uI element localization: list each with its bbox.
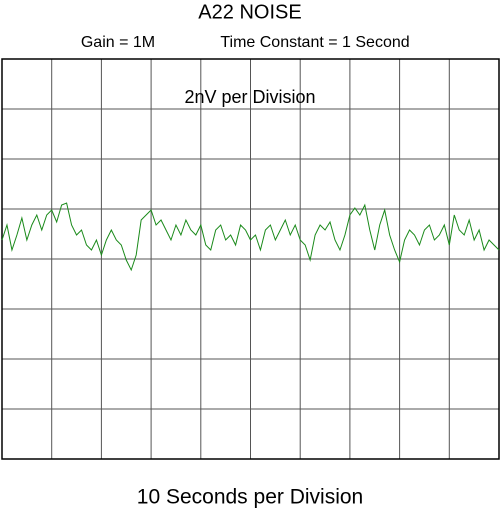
- chart-title: A22 NOISE: [198, 1, 301, 23]
- annotation: Time Constant = 1 Second: [220, 34, 409, 51]
- x-axis-label: 10 Seconds per Division: [137, 486, 363, 509]
- plot-frame: [1, 58, 500, 460]
- trace: [1, 202, 500, 272]
- annotation: Gain = 1M: [81, 34, 155, 51]
- annotation: 2nV per Division: [184, 87, 315, 107]
